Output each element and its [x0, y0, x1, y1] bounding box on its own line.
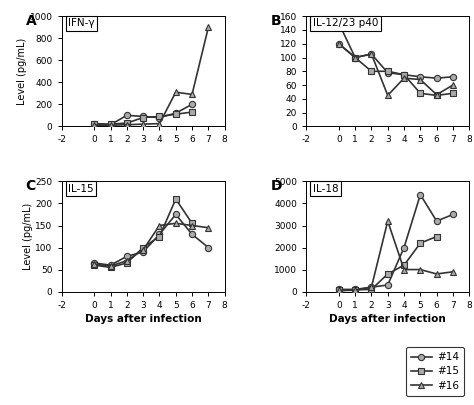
Text: IL-18: IL-18 [313, 183, 338, 194]
Text: A: A [26, 14, 36, 28]
Text: B: B [270, 14, 281, 28]
Text: D: D [270, 179, 282, 193]
X-axis label: Days after infection: Days after infection [85, 314, 201, 324]
Text: IFN-γ: IFN-γ [68, 18, 95, 28]
Legend: #14, #15, #16: #14, #15, #16 [406, 347, 464, 396]
Y-axis label: Level (pg/mL): Level (pg/mL) [23, 203, 33, 270]
X-axis label: Days after infection: Days after infection [329, 314, 446, 324]
Y-axis label: Level (pg/mL): Level (pg/mL) [17, 38, 27, 105]
Text: C: C [26, 179, 36, 193]
Text: IL-15: IL-15 [68, 183, 94, 194]
Text: IL-12/23 p40: IL-12/23 p40 [313, 18, 378, 28]
